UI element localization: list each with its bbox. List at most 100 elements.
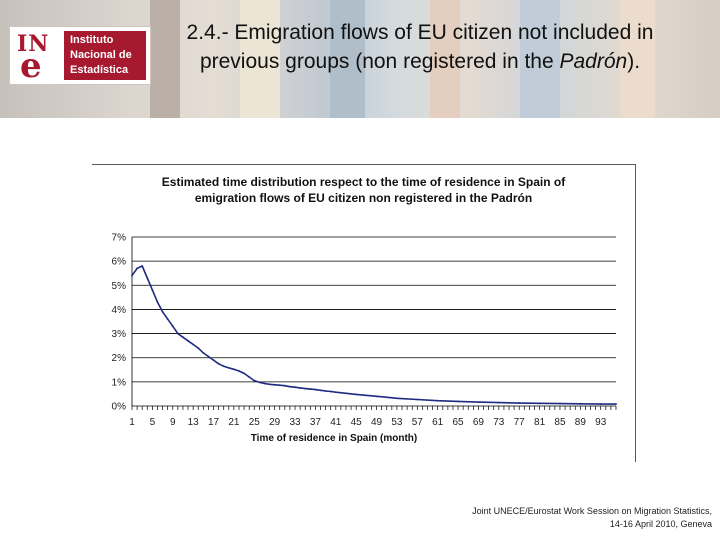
x-tick-label: 33 <box>289 417 301 428</box>
x-tick-label: 77 <box>514 417 526 428</box>
data-point <box>538 402 541 405</box>
data-point <box>559 402 561 405</box>
chart-title-line-2: emigration flows of EU citizen non regis… <box>194 191 533 205</box>
x-tick-label: 21 <box>228 417 240 428</box>
data-point <box>477 401 480 404</box>
y-tick-label: 3% <box>112 329 127 340</box>
data-point <box>166 318 169 320</box>
data-point <box>141 265 144 267</box>
x-tick-label: 37 <box>310 417 322 428</box>
x-tick-label: 45 <box>351 417 363 428</box>
logo-line-2: Nacional de <box>70 49 132 61</box>
chart-title-line-1: Estimated time distribution respect to t… <box>161 175 566 189</box>
data-point <box>176 332 179 335</box>
data-point <box>243 372 245 375</box>
logo-letters: IN <box>17 31 50 57</box>
ine-logo-mark: IN e <box>14 31 60 86</box>
data-point <box>319 389 322 392</box>
slide-title-italic: Padrón <box>559 50 628 73</box>
y-tick-label: 0% <box>112 402 127 413</box>
data-point <box>197 347 200 349</box>
x-tick-label: 69 <box>473 417 485 428</box>
y-tick-label: 4% <box>112 305 127 316</box>
x-tick-label: 65 <box>453 417 465 428</box>
x-tick-label: 29 <box>269 417 281 428</box>
x-tick-label: 61 <box>432 417 444 428</box>
data-point <box>258 381 261 384</box>
data-point <box>151 289 154 292</box>
data-point <box>329 390 332 393</box>
x-tick-label: 53 <box>391 417 403 428</box>
slide-title-text: 2.4.- Emigration flows of EU citizen not… <box>186 21 654 73</box>
x-tick-label: 41 <box>330 417 342 428</box>
data-point <box>131 274 133 277</box>
data-point <box>599 403 602 405</box>
data-point <box>497 401 500 404</box>
data-point <box>457 400 459 403</box>
x-tick-label: 17 <box>208 417 220 428</box>
x-tick-label: 5 <box>150 417 156 428</box>
x-tick-label: 1 <box>129 417 135 428</box>
chart-title: Estimated time distribution respect to t… <box>92 174 635 206</box>
data-point <box>192 343 195 346</box>
data-point <box>238 370 240 372</box>
logo-letter-e: e <box>20 46 42 86</box>
x-tick-label: 9 <box>170 417 176 428</box>
data-point <box>309 388 312 390</box>
logo-line-1: Instituto <box>70 34 114 46</box>
data-point <box>615 403 617 405</box>
footer-note: Joint UNECE/Eurostat Work Session on Mig… <box>412 505 712 531</box>
y-tick-label: 7% <box>112 233 127 244</box>
data-point <box>217 362 220 365</box>
slide-title-end: ). <box>627 50 641 73</box>
data-point <box>314 388 317 391</box>
data-point <box>416 398 419 401</box>
data-point <box>212 359 215 362</box>
y-tick-label: 6% <box>112 257 127 268</box>
x-tick-label: 85 <box>554 417 566 428</box>
data-point <box>227 366 230 369</box>
slide-title: 2.4.- Emigration flows of EU citizen not… <box>160 18 680 76</box>
data-point <box>334 391 337 394</box>
logo-text-box: Instituto Nacional de Estadística <box>64 31 146 80</box>
data-point <box>202 351 205 354</box>
y-tick-label: 5% <box>112 281 127 292</box>
data-point <box>289 385 291 388</box>
data-point <box>278 384 281 387</box>
x-tick-label: 81 <box>534 417 546 428</box>
y-tick-label: 2% <box>112 353 127 364</box>
x-tick-label: 57 <box>412 417 424 428</box>
data-point <box>304 387 307 390</box>
data-point <box>248 376 251 378</box>
x-tick-label: 25 <box>249 417 261 428</box>
data-point <box>273 383 276 386</box>
data-point <box>146 277 149 279</box>
ine-logo: IN e Instituto Nacional de Estadística <box>9 26 151 85</box>
data-point <box>283 384 286 387</box>
x-tick-label: 73 <box>493 417 505 428</box>
data-point <box>207 355 210 358</box>
footer-line-1: Joint UNECE/Eurostat Work Session on Mig… <box>472 506 712 516</box>
x-tick-label: 13 <box>188 417 200 428</box>
y-tick-label: 1% <box>112 377 127 388</box>
data-point <box>253 379 256 382</box>
data-point <box>222 365 225 368</box>
x-axis-label: Time of residence in Spain (month) <box>251 433 418 444</box>
series-line <box>131 265 616 405</box>
x-tick-label: 89 <box>575 417 587 428</box>
data-point <box>355 393 358 396</box>
data-point <box>263 382 266 385</box>
chart-frame <box>92 164 636 462</box>
data-point <box>294 386 296 389</box>
logo-line-3: Estadística <box>70 64 129 76</box>
data-point <box>182 336 184 339</box>
data-point <box>375 395 378 398</box>
data-point <box>299 386 302 389</box>
data-point <box>232 368 235 371</box>
x-tick-label: 49 <box>371 417 383 428</box>
data-point <box>161 310 164 313</box>
data-point <box>518 402 521 405</box>
data-point <box>187 339 189 342</box>
data-point <box>436 399 439 402</box>
